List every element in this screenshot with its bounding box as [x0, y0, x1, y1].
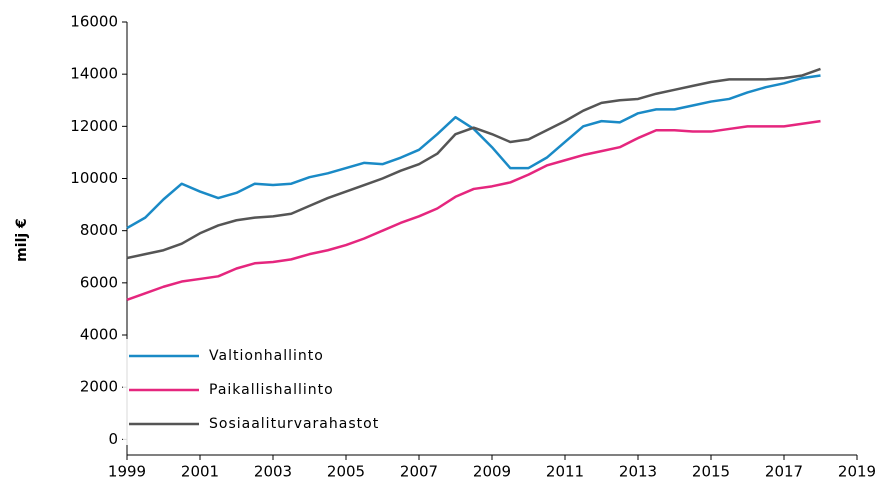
- legend-label: Valtionhallinto: [209, 348, 324, 364]
- x-tick-label: 2011: [546, 463, 584, 481]
- y-tick-label: 2000: [80, 378, 118, 396]
- x-tick-label: 2003: [254, 463, 292, 481]
- y-tick-label: 4000: [80, 326, 118, 344]
- x-tick-label: 1999: [108, 463, 146, 481]
- series-line: [126, 119, 821, 301]
- y-axis-label: milj €: [14, 218, 30, 262]
- x-tick-label: 2015: [692, 463, 730, 481]
- x-tick-label: 2009: [473, 463, 511, 481]
- y-tick-label: 8000: [80, 221, 118, 239]
- y-tick-label: 6000: [80, 273, 118, 291]
- x-tick-label: 2007: [400, 463, 438, 481]
- x-tick-label: 2019: [838, 463, 876, 481]
- legend-label: Paikallishallinto: [209, 382, 334, 398]
- x-tick-label: 2001: [181, 463, 219, 481]
- y-tick-label: 14000: [70, 65, 118, 83]
- x-tick-label: 2017: [765, 463, 803, 481]
- y-tick-label: 10000: [70, 169, 118, 187]
- series-line: [126, 67, 821, 260]
- x-tick-label: 2005: [327, 463, 365, 481]
- legend-label: Sosiaaliturvarahastot: [209, 416, 379, 432]
- y-tick-label: 0: [108, 430, 118, 448]
- x-tick-label: 2013: [619, 463, 657, 481]
- y-tick-label: 12000: [70, 117, 118, 135]
- series-line: [126, 74, 821, 230]
- y-tick-label: 16000: [70, 13, 118, 31]
